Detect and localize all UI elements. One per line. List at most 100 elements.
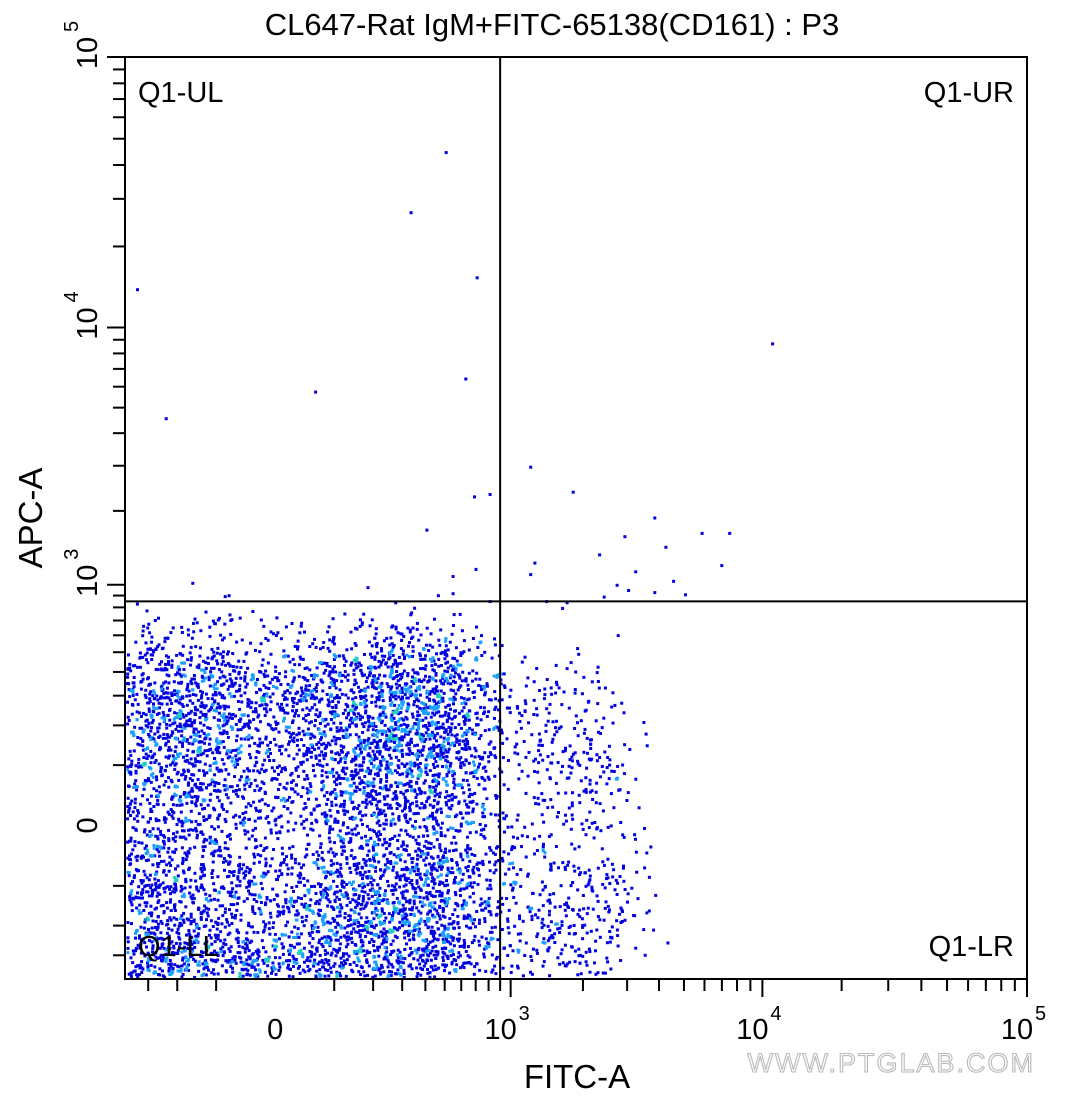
event-dot — [484, 769, 488, 773]
event-dot — [411, 886, 415, 890]
event-dot — [142, 756, 146, 760]
event-dot — [147, 683, 151, 687]
event-dot — [288, 846, 292, 850]
event-dot — [438, 880, 442, 884]
event-dot — [317, 741, 321, 745]
event-dot — [247, 703, 251, 707]
event-dot — [323, 913, 327, 917]
event-dot — [149, 807, 153, 811]
event-dot — [225, 834, 229, 838]
event-dot — [252, 930, 256, 934]
event-dot — [208, 634, 212, 638]
event-dot — [306, 833, 309, 837]
event-dot — [366, 685, 370, 689]
event-dot — [158, 854, 161, 858]
event-dot — [220, 922, 224, 926]
event-dot — [395, 686, 399, 690]
event-dot — [434, 721, 438, 725]
event-dot — [149, 904, 153, 908]
event-dot — [191, 693, 195, 696]
event-dot — [325, 960, 329, 964]
event-dot — [368, 759, 372, 763]
event-dot — [292, 899, 296, 903]
event-dot — [434, 760, 438, 764]
event-dot — [215, 927, 219, 931]
event-dot — [400, 752, 404, 756]
event-dot — [322, 865, 326, 869]
event-dot — [419, 855, 423, 859]
event-dot — [201, 703, 205, 707]
event-dot — [385, 733, 389, 737]
event-dot — [252, 875, 256, 879]
event-dot — [205, 817, 209, 821]
event-dot — [266, 674, 270, 678]
event-dot — [130, 712, 134, 716]
event-dot — [416, 714, 420, 718]
event-dot — [463, 941, 467, 945]
event-dot — [335, 729, 339, 733]
event-dot — [158, 722, 162, 726]
event-dot — [215, 659, 219, 663]
event-dot — [411, 775, 415, 778]
event-dot — [135, 869, 139, 873]
event-dot — [192, 730, 196, 734]
event-dot — [354, 662, 358, 666]
event-dot — [287, 959, 290, 963]
event-dot — [198, 822, 202, 826]
event-dot — [172, 717, 176, 721]
event-dot — [375, 767, 379, 771]
event-dot — [398, 950, 402, 954]
event-dot — [457, 758, 461, 762]
event-dot — [135, 785, 139, 789]
event-dot — [370, 694, 374, 698]
event-dot — [343, 761, 347, 764]
event-dot — [397, 743, 401, 747]
event-dot — [271, 728, 275, 732]
event-dot — [225, 810, 229, 814]
event-dot — [446, 732, 450, 736]
event-dot — [442, 855, 446, 859]
event-dot — [432, 845, 436, 849]
event-dot — [501, 811, 505, 815]
event-dot — [345, 903, 349, 907]
event-dot — [268, 864, 272, 868]
event-dot — [372, 917, 376, 921]
event-dot — [176, 969, 180, 973]
event-dot — [377, 659, 381, 663]
event-dot — [199, 782, 203, 785]
event-dot — [178, 921, 182, 925]
event-dot — [221, 945, 225, 949]
event-dot — [389, 974, 393, 978]
event-dot — [343, 708, 347, 712]
event-dot — [189, 757, 193, 761]
event-dot — [247, 924, 251, 928]
event-dot — [417, 922, 421, 926]
event-dot — [236, 951, 240, 955]
event-dot — [378, 808, 382, 812]
event-dot — [297, 726, 301, 730]
event-dot — [207, 933, 211, 937]
event-dot — [335, 970, 339, 974]
event-dot — [197, 666, 201, 670]
event-dot — [293, 861, 297, 865]
event-dot — [130, 889, 134, 893]
event-dot — [327, 959, 331, 963]
event-dot — [377, 838, 381, 842]
event-dot — [236, 875, 240, 879]
event-dot — [430, 879, 434, 883]
event-dot — [344, 832, 348, 836]
event-dot — [334, 704, 338, 707]
event-dot — [263, 970, 267, 974]
event-dot — [149, 886, 153, 890]
event-dot — [462, 902, 466, 906]
event-dot — [146, 890, 150, 894]
event-dot — [279, 637, 283, 641]
event-dot — [155, 789, 159, 793]
event-dot — [426, 680, 430, 684]
event-dot — [419, 658, 423, 661]
event-dot — [242, 659, 246, 663]
event-dot — [186, 768, 190, 772]
event-dot — [272, 715, 276, 719]
event-dot — [459, 764, 463, 768]
event-dot — [429, 657, 432, 661]
